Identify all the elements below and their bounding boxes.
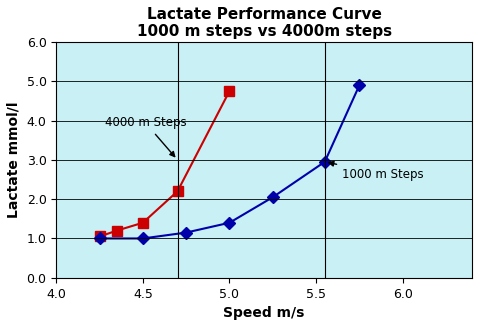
Text: 4000 m Steps: 4000 m Steps <box>105 116 186 157</box>
X-axis label: Speed m/s: Speed m/s <box>223 306 305 320</box>
Title: Lactate Performance Curve
1000 m steps vs 4000m steps: Lactate Performance Curve 1000 m steps v… <box>137 7 392 39</box>
Text: 1000 m Steps: 1000 m Steps <box>329 161 424 181</box>
Y-axis label: Lactate mmol/l: Lactate mmol/l <box>7 102 21 218</box>
